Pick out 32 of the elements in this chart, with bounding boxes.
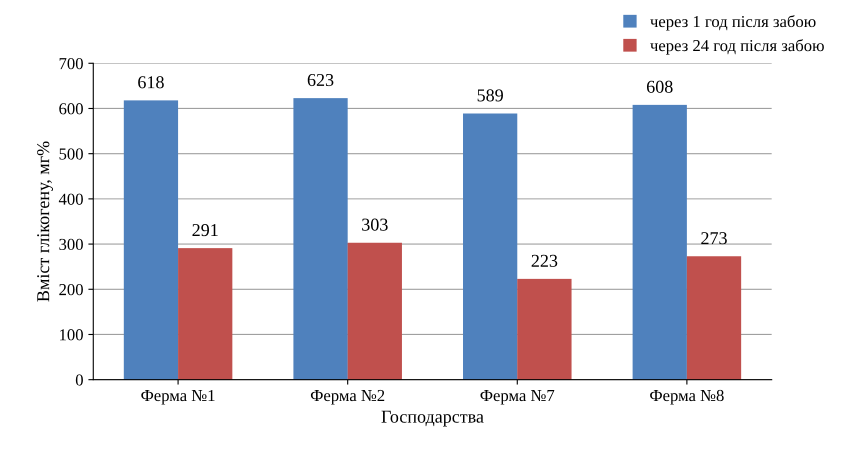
bar (124, 100, 178, 380)
y-tick-label: 600 (59, 103, 83, 114)
y-tick-label: 500 (60, 148, 83, 160)
legend-label: через 1 год після забою (650, 15, 816, 31)
bar (178, 248, 232, 380)
y-axis-title: Вміст глікогену, мг% (37, 141, 53, 302)
x-tick-label: Ферма №8 (650, 390, 724, 405)
data-label: 589 (478, 89, 503, 102)
data-label: 623 (308, 74, 334, 86)
data-label: 608 (646, 80, 673, 93)
bar (463, 113, 518, 380)
data-label: 303 (362, 218, 388, 231)
bar (517, 278, 572, 380)
legend-label: через 24 год після забою (650, 39, 824, 55)
y-tick-label: 0 (76, 374, 83, 386)
bar (348, 242, 402, 380)
x-tick-label: Ферма №1 (141, 390, 215, 405)
y-tick-label: 400 (58, 194, 83, 205)
data-label: 291 (192, 224, 218, 236)
bar (293, 98, 348, 380)
y-tick-label: 700 (60, 58, 83, 70)
x-tick-label: Ферма №2 (310, 390, 384, 405)
data-label: 618 (138, 76, 164, 88)
y-tick-label: 100 (60, 329, 83, 340)
data-label: 223 (532, 254, 558, 267)
x-tick-label: Ферма №7 (480, 390, 554, 405)
y-tick-label: 200 (59, 284, 83, 296)
y-tick-label: 300 (59, 238, 83, 250)
data-label: 273 (701, 232, 727, 244)
bar (686, 256, 742, 380)
x-axis-title: Господарства (382, 410, 484, 426)
bar (632, 104, 687, 380)
